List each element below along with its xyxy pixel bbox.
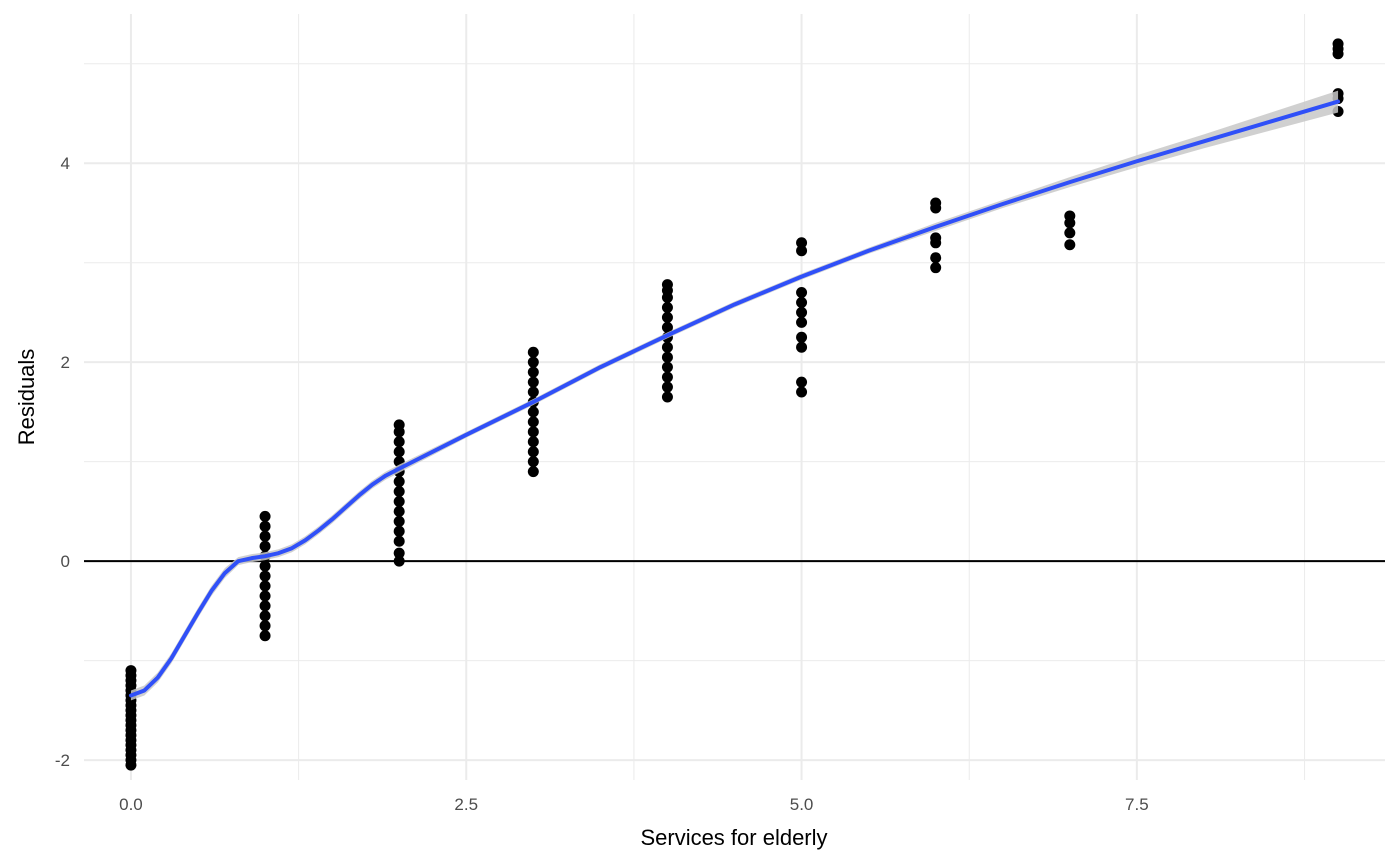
residual-point bbox=[661, 391, 673, 403]
x-tick-label: 7.5 bbox=[1125, 795, 1149, 814]
residual-point bbox=[259, 620, 271, 632]
minor-gridlines bbox=[84, 14, 1385, 780]
residual-point bbox=[1064, 227, 1076, 239]
residual-point bbox=[393, 495, 405, 507]
residual-point bbox=[661, 301, 673, 313]
residual-point bbox=[796, 341, 808, 353]
residual-point bbox=[661, 371, 673, 383]
residual-point bbox=[393, 555, 405, 567]
residual-point bbox=[1332, 38, 1344, 50]
residual-point bbox=[393, 476, 405, 488]
residual-point bbox=[796, 331, 808, 343]
residual-point bbox=[796, 386, 808, 398]
residual-point bbox=[259, 590, 271, 602]
residual-point bbox=[1064, 210, 1076, 222]
residual-point bbox=[393, 419, 405, 431]
residual-point bbox=[661, 351, 673, 363]
residual-points bbox=[125, 38, 1344, 771]
residual-point bbox=[393, 446, 405, 458]
residual-point bbox=[661, 341, 673, 353]
residual-point bbox=[393, 547, 405, 559]
residual-point bbox=[259, 510, 271, 522]
y-tick-label: -2 bbox=[55, 751, 70, 770]
major-gridlines bbox=[84, 14, 1385, 780]
smooth-line bbox=[128, 99, 1341, 698]
residual-point bbox=[125, 665, 137, 677]
x-axis-tick-labels: 0.0 2.5 5.0 7.5 bbox=[119, 795, 1149, 814]
residual-point bbox=[527, 366, 539, 378]
residual-point bbox=[393, 486, 405, 498]
y-tick-label: 0 bbox=[61, 552, 70, 571]
x-tick-label: 5.0 bbox=[790, 795, 814, 814]
residual-point bbox=[259, 560, 271, 572]
residual-point bbox=[527, 376, 539, 388]
residual-point bbox=[527, 466, 539, 478]
residual-point bbox=[930, 262, 942, 274]
residual-point bbox=[393, 535, 405, 547]
residual-point bbox=[527, 446, 539, 458]
residual-point bbox=[527, 426, 539, 438]
y-axis-title: Residuals bbox=[14, 349, 39, 446]
residual-point bbox=[259, 520, 271, 532]
confidence-band bbox=[130, 90, 1339, 701]
residual-point bbox=[527, 346, 539, 358]
residual-point bbox=[796, 237, 808, 249]
residual-point bbox=[796, 316, 808, 328]
residual-point bbox=[259, 610, 271, 622]
residual-point bbox=[661, 381, 673, 393]
residual-point bbox=[527, 406, 539, 418]
residual-point bbox=[259, 540, 271, 552]
residual-point bbox=[393, 436, 405, 448]
residual-point bbox=[527, 416, 539, 428]
residual-point bbox=[259, 530, 271, 542]
x-tick-label: 2.5 bbox=[454, 795, 478, 814]
residual-point bbox=[259, 570, 271, 582]
residual-point bbox=[661, 311, 673, 323]
x-axis-title: Services for elderly bbox=[640, 825, 827, 850]
residual-point bbox=[393, 505, 405, 517]
residual-point bbox=[527, 386, 539, 398]
residual-point bbox=[796, 376, 808, 388]
residual-point bbox=[796, 287, 808, 299]
y-axis-tick-labels: -2 0 2 4 bbox=[55, 154, 70, 770]
residual-point bbox=[661, 361, 673, 373]
residual-point bbox=[796, 296, 808, 308]
y-tick-label: 4 bbox=[61, 154, 70, 173]
residual-point bbox=[527, 356, 539, 368]
residual-point bbox=[661, 321, 673, 333]
residual-point bbox=[259, 580, 271, 592]
residual-point bbox=[796, 306, 808, 318]
residual-point bbox=[930, 232, 942, 244]
residual-point bbox=[796, 245, 808, 257]
x-tick-label: 0.0 bbox=[119, 795, 143, 814]
residual-point bbox=[393, 525, 405, 537]
residual-point bbox=[259, 600, 271, 612]
residual-point bbox=[393, 515, 405, 527]
residual-point bbox=[259, 630, 271, 642]
residual-point bbox=[527, 436, 539, 448]
y-tick-label: 2 bbox=[61, 353, 70, 372]
residual-point bbox=[661, 279, 673, 291]
residual-point bbox=[930, 252, 942, 264]
residual-point bbox=[527, 456, 539, 468]
residual-point bbox=[930, 197, 942, 209]
residual-point bbox=[1064, 239, 1076, 251]
